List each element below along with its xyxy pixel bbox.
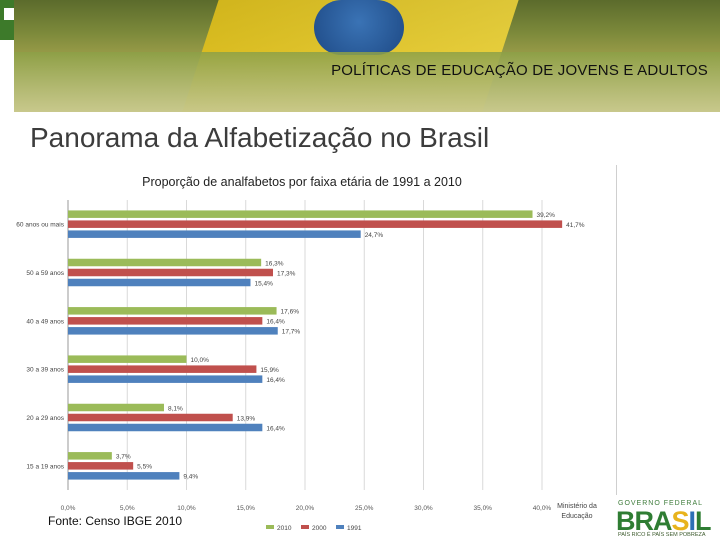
data-label-2000: 41,7% [566,222,585,229]
x-tick-label: 5,0% [120,505,135,512]
category-label: 50 a 59 anos [26,270,64,277]
ministry-label-line2: Educação [561,513,592,520]
data-label-2010: 8,1% [168,405,183,412]
bar-2010 [68,355,187,363]
bar-2010 [68,258,262,267]
logo-word: BRASIL [616,506,712,536]
legend-swatch-2010 [266,525,274,529]
logo-slogan: PAÍS RICO É PAÍS SEM POBREZA [618,532,706,538]
x-tick-label: 35,0% [474,505,493,512]
bar-2000 [68,220,563,228]
category-label: 30 a 39 anos [26,367,64,374]
bar-2000 [68,413,233,422]
legend-swatch-2000 [301,525,309,529]
ministry-corner-logo [0,0,14,40]
bar-2000 [68,317,263,325]
page-title: Panorama da Alfabetização no Brasil [30,122,490,153]
source-note: Fonte: Censo IBGE 2010 [48,514,183,528]
bar-2010 [68,452,112,460]
ministry-label-line1: Ministério da [557,503,597,510]
bar-2000 [68,268,274,277]
legend-label-2000: 2000 [312,525,327,532]
bar-2010 [68,307,277,315]
x-tick-label: 20,0% [296,505,315,512]
x-tick-label: 0,0% [61,505,76,512]
category-label: 40 a 49 anos [26,318,64,325]
data-label-2010: 17,6% [281,309,300,316]
category-label: 20 a 29 anos [26,415,64,422]
brasil-government-logo: GOVERNO FEDERAL BRASIL PAÍS RICO É PAÍS … [614,500,718,540]
x-tick-label: 40,0% [533,505,552,512]
data-label-1991: 16,4% [266,377,285,384]
data-label-1991: 16,4% [266,425,285,432]
bar-2010 [68,210,533,218]
data-label-2000: 15,9% [260,367,279,374]
data-label-1991: 9,4% [183,474,198,481]
bar-1991 [68,423,263,432]
gridlines [67,200,543,490]
header-title: POLÍTICAS DE EDUCAÇÃO DE JOVENS E ADULTO… [331,62,708,79]
y-axis-categories: 60 anos ou mais 50 a 59 anos 40 a 49 anos 3… [16,222,64,471]
data-label-2000: 5,5% [137,464,152,471]
x-tick-label: 25,0% [355,505,374,512]
bar-2000 [68,462,134,470]
data-label-2010: 16,3% [265,260,284,267]
data-label-1991: 15,4% [254,280,273,287]
data-labels: 39,2% 41,7% 24,7% 16,3% 17,3% 15,4% 17,6% 16,4%… [116,212,585,481]
x-tick-label: 10,0% [177,505,196,512]
bar-1991 [68,327,278,335]
x-axis-ticks: 0,0% 5,0% 10,0% 15,0% 20,0% 25,0% 30,0% 35,0% 40… [61,505,552,512]
data-label-2000: 17,3% [277,270,296,277]
bar-1991 [68,375,263,383]
legend-label-2010: 2010 [277,525,292,532]
data-label-1991: 24,7% [365,232,384,239]
legend-swatch-1991 [336,525,344,529]
legend-label-1991: 1991 [347,525,362,532]
chart-title: Proporção de analfabetos por faixa etári… [142,175,462,189]
legend: 2010 2000 1991 [266,525,362,532]
category-label: 15 a 19 anos [26,463,64,470]
bar-1991 [68,230,361,238]
divider-line [616,165,617,495]
banner-hands-image [314,0,404,55]
data-label-2010: 3,7% [116,454,131,461]
x-tick-label: 15,0% [237,505,256,512]
bars [68,210,563,480]
data-label-2010: 39,2% [537,212,556,219]
bar-2000 [68,365,257,373]
bar-1991 [68,472,180,480]
logo-stars-text: GOVERNO FEDERAL [618,500,704,507]
banner-strip [14,52,720,112]
header-banner [14,0,720,112]
x-tick-label: 30,0% [414,505,433,512]
data-label-2000: 13,9% [237,415,256,422]
data-label-1991: 17,7% [282,329,301,336]
bar-2010 [68,403,164,412]
bar-chart: Proporção de analfabetos por faixa etári… [16,175,597,532]
category-label: 60 anos ou mais [16,222,64,229]
data-label-2000: 16,4% [266,319,285,326]
data-label-2010: 10,0% [191,357,210,364]
bar-1991 [68,278,251,287]
